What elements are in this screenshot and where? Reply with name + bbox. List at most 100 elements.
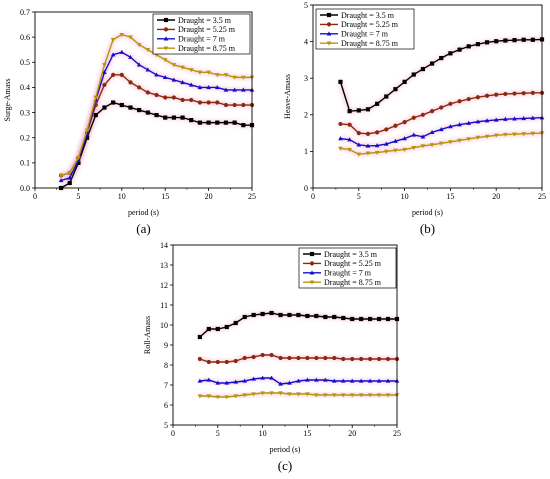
data-point xyxy=(287,380,292,385)
data-point xyxy=(368,356,373,362)
data-point xyxy=(119,32,125,38)
data-point xyxy=(119,72,124,77)
x-axis-label: period (s) xyxy=(412,208,443,217)
data-point xyxy=(278,381,283,386)
data-point xyxy=(484,40,490,45)
data-point xyxy=(58,173,64,178)
y-tick-label: 0 xyxy=(304,184,308,193)
data-point xyxy=(154,72,159,77)
y-tick-label: 0.0 xyxy=(20,184,30,193)
data-point xyxy=(448,101,453,106)
legend-entry: Draught = 5.25 m xyxy=(157,25,236,34)
data-point xyxy=(180,97,185,103)
data-point xyxy=(457,138,462,143)
legend-entry: Draught = 7 m xyxy=(320,30,389,39)
data-point xyxy=(215,395,221,400)
data-point xyxy=(420,66,426,72)
data-point xyxy=(367,393,373,398)
data-point xyxy=(374,150,380,155)
data-point xyxy=(145,110,150,115)
data-point xyxy=(530,115,536,120)
data-point xyxy=(448,124,453,129)
data-point xyxy=(206,100,211,105)
data-point xyxy=(494,92,499,97)
y-tick-label: 12 xyxy=(160,281,168,290)
data-point xyxy=(206,70,211,75)
data-point xyxy=(163,115,168,120)
data-point xyxy=(233,394,239,399)
y-tick-label: 13 xyxy=(160,261,168,270)
data-point xyxy=(385,356,391,362)
data-point xyxy=(521,37,526,42)
data-point xyxy=(338,79,343,84)
data-point xyxy=(58,178,64,183)
data-point xyxy=(347,109,352,114)
data-point xyxy=(475,119,481,124)
data-point xyxy=(484,93,490,98)
data-point xyxy=(393,123,398,128)
data-point xyxy=(466,96,471,102)
data-point xyxy=(215,326,220,332)
legend-marker xyxy=(326,41,332,46)
legend-marker xyxy=(309,261,315,266)
data-point xyxy=(365,143,371,148)
data-point xyxy=(171,63,177,68)
data-point xyxy=(171,95,176,100)
data-point xyxy=(338,146,343,151)
data-point xyxy=(296,392,301,397)
data-point xyxy=(197,120,203,125)
data-point xyxy=(375,101,380,106)
data-point xyxy=(384,127,389,132)
data-point xyxy=(162,58,168,63)
legend-label: Draught = 5.25 m xyxy=(178,25,236,34)
data-point xyxy=(331,378,337,383)
data-point xyxy=(512,132,517,137)
data-point xyxy=(128,54,133,59)
data-point xyxy=(349,378,355,383)
legend-marker xyxy=(326,12,332,18)
data-point xyxy=(332,355,337,361)
data-point xyxy=(367,378,373,383)
y-tick-label: 0.4 xyxy=(20,83,30,92)
series-1 xyxy=(197,352,400,365)
series-2 xyxy=(197,375,400,386)
data-point xyxy=(269,310,274,316)
data-point xyxy=(512,38,517,43)
data-point xyxy=(402,120,407,125)
data-point xyxy=(494,39,499,44)
data-point xyxy=(411,132,417,137)
data-point xyxy=(232,120,237,125)
data-point xyxy=(214,85,220,90)
data-point xyxy=(110,52,116,57)
data-point xyxy=(331,393,337,398)
data-point xyxy=(359,356,364,362)
data-point xyxy=(137,85,142,90)
data-point xyxy=(241,102,246,108)
data-point xyxy=(475,135,481,140)
data-point xyxy=(368,316,373,322)
data-point xyxy=(260,311,265,317)
legend-entry: Draught = 8.75 m xyxy=(303,278,382,287)
data-point xyxy=(493,133,499,138)
data-point xyxy=(197,356,202,362)
data-point xyxy=(356,131,361,136)
y-tick-label: 11 xyxy=(160,301,168,310)
x-tick-label: 15 xyxy=(446,192,454,201)
data-point xyxy=(206,359,211,365)
data-point xyxy=(376,378,382,383)
data-point xyxy=(251,354,256,360)
data-point xyxy=(154,92,159,98)
legend-entry: Draught = 7 m xyxy=(157,35,226,44)
data-point xyxy=(223,102,229,108)
legend-label: Draught = 3.5 m xyxy=(324,250,378,259)
data-point xyxy=(137,107,142,113)
legend-marker xyxy=(163,36,169,41)
y-tick-label: 14 xyxy=(160,241,168,250)
data-point xyxy=(358,393,364,398)
legend-label: Draught = 5.25 m xyxy=(324,259,382,268)
data-point xyxy=(457,122,462,127)
data-point xyxy=(475,95,480,100)
data-point xyxy=(341,356,346,362)
